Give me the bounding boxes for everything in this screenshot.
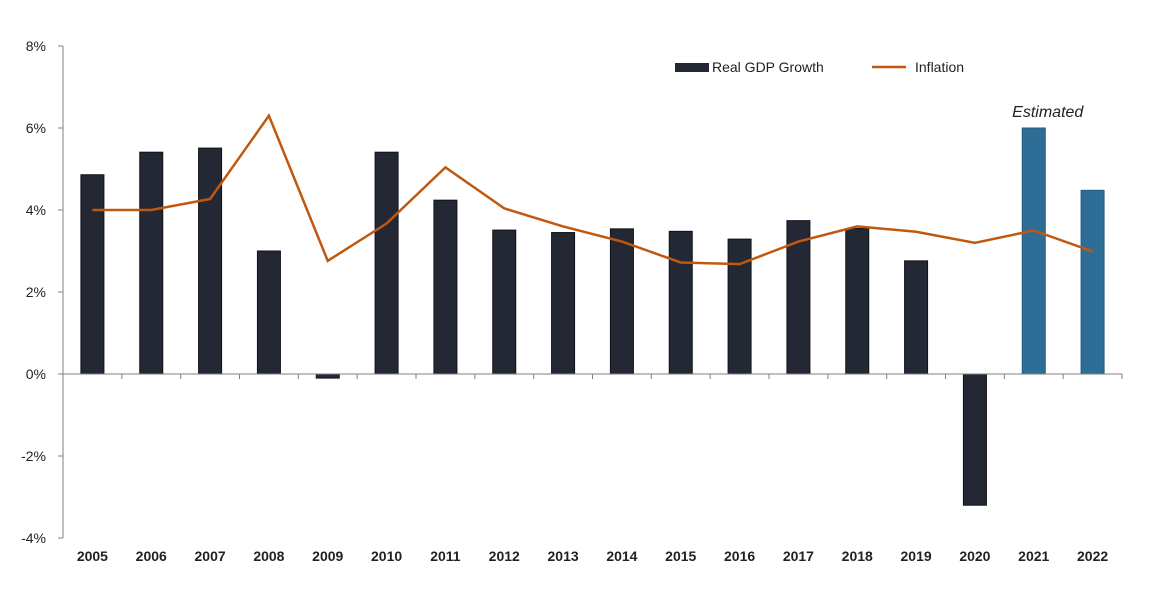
legend: Real GDP Growth Inflation [675,59,964,75]
bar-gdp [668,230,693,375]
x-ticks: 2005 2006 2007 2008 2009 2010 2011 2012 2013 2014… [77,374,1123,564]
bars-group [80,127,1105,506]
x-tick-label: 2006 [136,548,167,564]
x-tick-label: 2014 [606,548,637,564]
x-tick-label: 2012 [489,548,520,564]
x-tick-label: 2020 [959,548,990,564]
bar-gdp [551,232,576,375]
bar-gdp-estimated [1021,127,1046,375]
bar-gdp [139,151,164,375]
legend-label-gdp: Real GDP Growth [712,59,824,75]
x-tick-label: 2016 [724,548,755,564]
x-tick-label: 2007 [195,548,226,564]
x-tick-label: 2005 [77,548,108,564]
bar-gdp [609,228,634,375]
x-tick-label: 2022 [1077,548,1108,564]
estimated-annotation: Estimated [1012,104,1084,121]
x-tick-label: 2015 [665,548,696,564]
legend-label-inflation: Inflation [915,59,964,75]
x-tick-label: 2010 [371,548,402,564]
bar-gdp [256,250,281,375]
y-tick-label: 2% [26,284,46,300]
bar-gdp-estimated [1080,189,1105,375]
inflation-line [92,113,1094,266]
x-tick-label: 2013 [548,548,579,564]
x-tick-label: 2011 [430,548,461,564]
bar-gdp [962,373,987,506]
bar-gdp [727,238,752,375]
bar-gdp [904,260,929,375]
bar-gdp [374,151,399,375]
bar-gdp [845,227,870,375]
x-tick-label: 2019 [901,548,932,564]
bar-gdp [433,199,458,375]
legend-swatch-gdp [675,63,709,72]
x-tick-label: 2017 [783,548,814,564]
y-tick-label: 6% [26,120,46,136]
x-tick-label: 2018 [842,548,873,564]
y-tick-label: 8% [26,38,46,54]
x-tick-label: 2021 [1018,548,1049,564]
y-ticks: -4% -2% 0% 2% 4% 6% 8% [21,38,63,546]
y-tick-label: -4% [21,530,46,546]
bar-gdp [198,147,223,375]
x-tick-label: 2009 [312,548,343,564]
bar-gdp [80,174,105,375]
y-tick-label: 0% [26,366,46,382]
bar-gdp [315,373,340,379]
y-tick-label: -2% [21,448,46,464]
x-tick-label: 2008 [253,548,284,564]
bar-gdp [492,229,517,375]
y-tick-label: 4% [26,202,46,218]
